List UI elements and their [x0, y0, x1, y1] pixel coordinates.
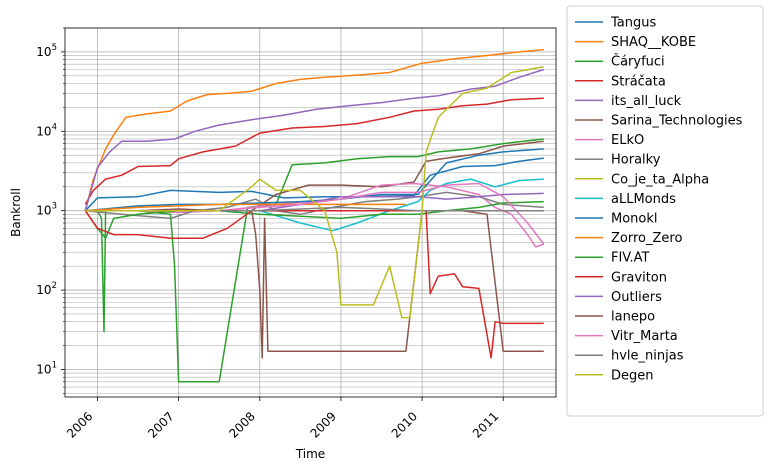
y-tick-base: 10: [36, 204, 51, 218]
series-line-12: [84, 200, 544, 239]
series-line-4: [84, 68, 545, 211]
series-line-1: [84, 48, 544, 211]
x-axis-title: Time: [295, 447, 325, 461]
legend-label: Outliers: [611, 290, 662, 305]
y-tick-label: 101: [36, 360, 57, 376]
legend-label: Čáryfuci: [611, 54, 665, 70]
legend-label: Monokl: [611, 212, 658, 227]
y-axis-title: Bankroll: [9, 188, 23, 237]
legend-label: FIV.AT: [611, 251, 650, 266]
legend-label: its_all_luck: [611, 94, 682, 109]
legend-box: [566, 5, 764, 417]
y-tick-base: 10: [36, 45, 51, 59]
series-line-18: [85, 66, 544, 319]
y-tick-exponent: 1: [52, 360, 57, 370]
y-tick-label: 105: [36, 43, 57, 59]
series-line-3: [84, 97, 544, 205]
legend-label: Zorro_Zero: [611, 231, 682, 246]
legend-label: lanepo: [611, 310, 655, 325]
y-tick-label: 103: [36, 202, 57, 218]
legend-label: aLLMonds: [611, 192, 676, 207]
legend-label: Sarina_Technologies: [611, 114, 743, 129]
series-lines: [84, 48, 545, 383]
y-tick-label: 102: [36, 281, 57, 297]
legend-label: ELkO: [611, 133, 644, 148]
y-tick-exponent: 5: [52, 43, 57, 53]
y-tick-exponent: 3: [52, 202, 57, 212]
legend-label: Degen: [611, 368, 654, 383]
legend-label: Graviton: [611, 270, 667, 285]
legend-label: Vitr_Marta: [611, 329, 678, 344]
y-tick-exponent: 2: [52, 281, 57, 291]
legend-label: hvle_ninjas: [611, 349, 684, 364]
legend-label: Co_je_ta_Alpha: [611, 172, 709, 187]
series-line-11: [85, 203, 406, 212]
y-tick-base: 10: [36, 124, 51, 138]
legend-label: Stráčata: [611, 74, 666, 89]
y-tick-base: 10: [36, 362, 51, 376]
y-tick-base: 10: [36, 283, 51, 297]
y-tick-label: 104: [36, 122, 57, 138]
legend-label: SHAQ__KOBE: [611, 35, 696, 50]
legend: Tangus SHAQ__KOBE Čáryfuci Stráčata its_all_…: [566, 5, 764, 417]
legend-label: Horalky: [611, 153, 661, 168]
series-line-5: [85, 140, 544, 212]
series-line-0: [84, 157, 544, 212]
y-tick-exponent: 4: [52, 122, 57, 132]
series-line-13: [84, 209, 544, 359]
legend-label: Tangus: [610, 16, 656, 31]
plot-frame: [64, 27, 557, 398]
